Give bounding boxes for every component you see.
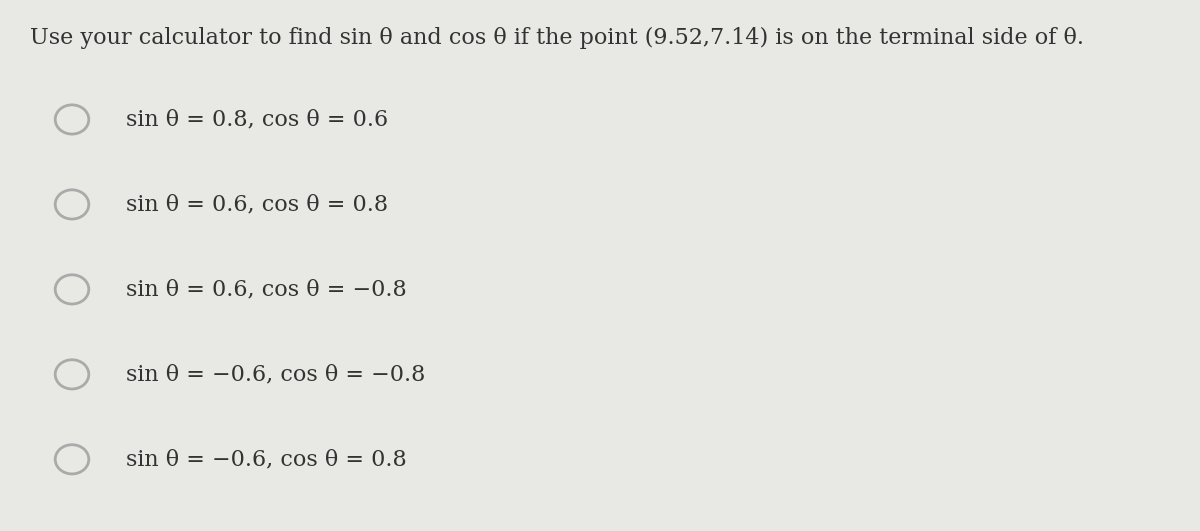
Text: sin θ = 0.6, cos θ = −0.8: sin θ = 0.6, cos θ = −0.8 xyxy=(126,278,407,301)
Text: sin θ = 0.6, cos θ = 0.8: sin θ = 0.6, cos θ = 0.8 xyxy=(126,193,388,216)
Text: sin θ = −0.6, cos θ = −0.8: sin θ = −0.6, cos θ = −0.8 xyxy=(126,363,425,386)
Text: Use your calculator to find sin θ and cos θ if the point (9.52,7.14) is on the t: Use your calculator to find sin θ and co… xyxy=(30,27,1084,49)
Text: sin θ = 0.8, cos θ = 0.6: sin θ = 0.8, cos θ = 0.6 xyxy=(126,108,388,131)
Text: sin θ = −0.6, cos θ = 0.8: sin θ = −0.6, cos θ = 0.8 xyxy=(126,448,407,470)
